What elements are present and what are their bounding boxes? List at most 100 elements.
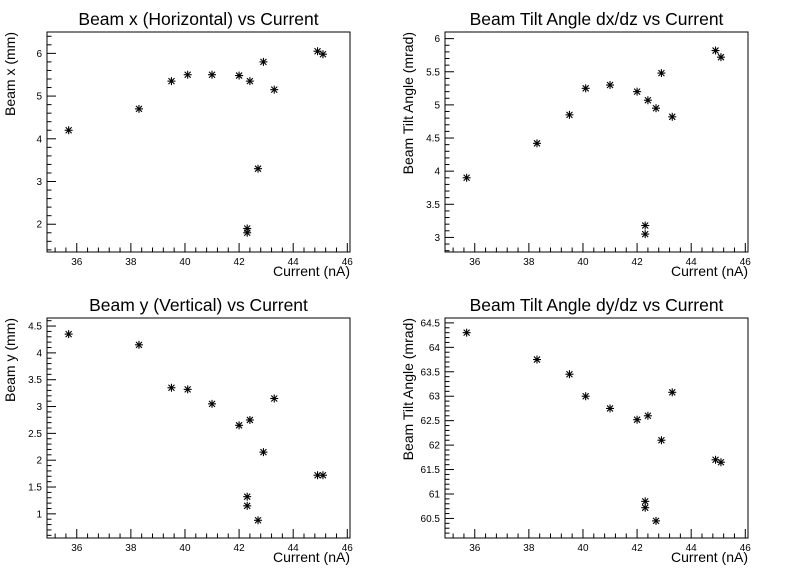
beam-x-x-tick-label: 38 bbox=[125, 257, 137, 268]
beam-x-chart: Beam x (Horizontal) vs Current Current (n… bbox=[2, 9, 353, 279]
beam-x-data-point bbox=[318, 50, 327, 59]
tilt-dxdz-y-tick-label: 5.5 bbox=[426, 67, 440, 78]
beam-y-y-tick-label: 2 bbox=[36, 456, 42, 467]
tilt-dxdz-x-tick-label: 40 bbox=[577, 257, 589, 268]
beam-x-y-tick-label: 5 bbox=[36, 92, 42, 103]
beam-y-x-tick-label: 36 bbox=[71, 543, 83, 554]
tilt-dydz-data-point bbox=[657, 436, 666, 445]
tilt-dydz-plot-frame bbox=[444, 317, 749, 539]
tilt-dydz-chart: Beam Tilt Angle dy/dz vs Current Current … bbox=[400, 295, 751, 565]
beam-y-data-point bbox=[243, 501, 252, 510]
beam-x-plot-frame bbox=[46, 31, 351, 253]
tilt-dxdz-data-point bbox=[606, 81, 615, 90]
tilt-dydz-x-tick-label: 44 bbox=[686, 543, 698, 554]
tilt-dxdz-x-tick-label: 44 bbox=[686, 257, 698, 268]
beam-x-x-tick-label: 44 bbox=[288, 257, 300, 268]
beam-y-data-point bbox=[235, 421, 244, 430]
tilt-dxdz-data-point bbox=[641, 230, 650, 239]
beam-y-y-tick-label: 4 bbox=[36, 348, 42, 359]
tilt-dxdz-data-point bbox=[633, 87, 642, 96]
tilt-dydz-data-point bbox=[643, 411, 652, 420]
tilt-dxdz-data-point bbox=[668, 112, 677, 121]
beam-x-data-point bbox=[235, 71, 244, 80]
tilt-dxdz-data-point bbox=[652, 104, 661, 113]
tilt-dxdz-data-point bbox=[532, 139, 541, 148]
beam-x-x-tick-label: 36 bbox=[71, 257, 83, 268]
tilt-dxdz-x-tick-label: 36 bbox=[469, 257, 481, 268]
tilt-dydz-data-point bbox=[668, 388, 677, 397]
tilt-dydz-data-point bbox=[716, 458, 725, 467]
tilt-dydz-x-tick-label: 42 bbox=[632, 543, 644, 554]
beam-y-data-point bbox=[270, 394, 279, 403]
beam-x-x-axis-label: Current (nA) bbox=[273, 263, 350, 279]
beam-y-data-point bbox=[167, 383, 176, 392]
tilt-dydz-data-point bbox=[581, 392, 590, 401]
tilt-dydz-data-point bbox=[641, 503, 650, 512]
beam-x-data-point bbox=[208, 70, 217, 79]
beam-y-data-point bbox=[243, 492, 252, 501]
tilt-dydz-y-tick-label: 63.5 bbox=[421, 367, 441, 378]
tilt-dydz-data-point bbox=[633, 415, 642, 424]
tilt-dxdz-x-tick-label: 46 bbox=[740, 257, 752, 268]
tilt-dydz-x-axis-label: Current (nA) bbox=[671, 549, 748, 565]
tilt-dydz-x-tick-label: 40 bbox=[577, 543, 589, 554]
tilt-dydz-data-point bbox=[462, 328, 471, 337]
tilt-dxdz-plot-frame bbox=[444, 31, 749, 253]
tilt-dydz-x-tick-label: 38 bbox=[523, 543, 535, 554]
beam-y-data-point bbox=[318, 471, 327, 480]
beam-x-data-point bbox=[259, 57, 268, 66]
tilt-dydz-data-point bbox=[565, 370, 574, 379]
beam-x-data-point bbox=[245, 77, 254, 86]
tilt-dxdz-x-tick-label: 42 bbox=[632, 257, 644, 268]
tilt-dxdz-data-point bbox=[462, 173, 471, 182]
tilt-dydz-x-tick-label: 46 bbox=[740, 543, 752, 554]
tilt-dxdz-chart: Beam Tilt Angle dx/dz vs Current Current … bbox=[400, 9, 751, 279]
beam-x-data-point bbox=[183, 70, 192, 79]
tilt-dxdz-y-tick-label: 3 bbox=[434, 233, 440, 244]
beam-x-y-tick-label: 3 bbox=[36, 177, 42, 188]
tilt-dydz-y-tick-label: 64.5 bbox=[421, 318, 441, 329]
tilt-dxdz-y-tick-label: 4 bbox=[434, 167, 440, 178]
beam-y-data-point bbox=[259, 448, 268, 457]
tilt-dxdz-y-tick-label: 4.5 bbox=[426, 134, 440, 145]
beam-x-y-tick-label: 2 bbox=[36, 220, 42, 231]
beam-y-title: Beam y (Vertical) vs Current bbox=[89, 295, 308, 315]
tilt-dxdz-data-point bbox=[565, 110, 574, 119]
beam-y-data-point bbox=[254, 516, 263, 525]
beam-y-y-tick-label: 3.5 bbox=[28, 375, 42, 386]
beam-y-y-tick-label: 3 bbox=[36, 402, 42, 413]
tilt-dydz-y-tick-label: 64 bbox=[429, 343, 441, 354]
tilt-dydz-data-point bbox=[641, 497, 650, 506]
tilt-dxdz-x-tick-label: 38 bbox=[523, 257, 535, 268]
beam-y-y-tick-label: 1.5 bbox=[28, 483, 42, 494]
beam-x-y-axis-label: Beam x (mm) bbox=[2, 32, 18, 116]
beam-y-chart: Beam y (Vertical) vs Current Current (nA)… bbox=[2, 295, 353, 565]
tilt-dxdz-title: Beam Tilt Angle dx/dz vs Current bbox=[470, 9, 724, 29]
beam-y-x-tick-label: 38 bbox=[125, 543, 137, 554]
tilt-dxdz-y-tick-label: 3.5 bbox=[426, 200, 440, 211]
tilt-dxdz-x-axis-label: Current (nA) bbox=[671, 263, 748, 279]
tilt-dydz-data-point bbox=[606, 404, 615, 413]
beam-x-data-point bbox=[167, 77, 176, 86]
tilt-dydz-y-tick-label: 60.5 bbox=[421, 514, 441, 525]
beam-y-data-point bbox=[64, 330, 73, 339]
beam-y-plot-frame bbox=[46, 317, 351, 539]
beam-y-x-axis-label: Current (nA) bbox=[273, 549, 350, 565]
tilt-dxdz-y-tick-label: 5 bbox=[434, 100, 440, 111]
tilt-dydz-data-point bbox=[532, 355, 541, 364]
beam-y-data-point bbox=[183, 385, 192, 394]
tilt-dydz-x-tick-label: 36 bbox=[469, 543, 481, 554]
beam-y-x-tick-label: 46 bbox=[342, 543, 354, 554]
beam-y-x-tick-label: 40 bbox=[179, 543, 191, 554]
tilt-dydz-title: Beam Tilt Angle dy/dz vs Current bbox=[470, 295, 724, 315]
tilt-dydz-y-tick-label: 63 bbox=[429, 392, 441, 403]
tilt-dxdz-data-point bbox=[657, 69, 666, 78]
tilt-dydz-data-point bbox=[652, 516, 661, 525]
beam-y-y-axis-label: Beam y (mm) bbox=[2, 318, 18, 402]
beam-y-data-point bbox=[208, 399, 217, 408]
beam-x-x-tick-label: 42 bbox=[234, 257, 246, 268]
tilt-dydz-y-axis-label: Beam Tilt Angle (mrad) bbox=[400, 318, 416, 460]
beam-x-data-point bbox=[243, 228, 252, 237]
beam-y-data-point bbox=[245, 415, 254, 424]
